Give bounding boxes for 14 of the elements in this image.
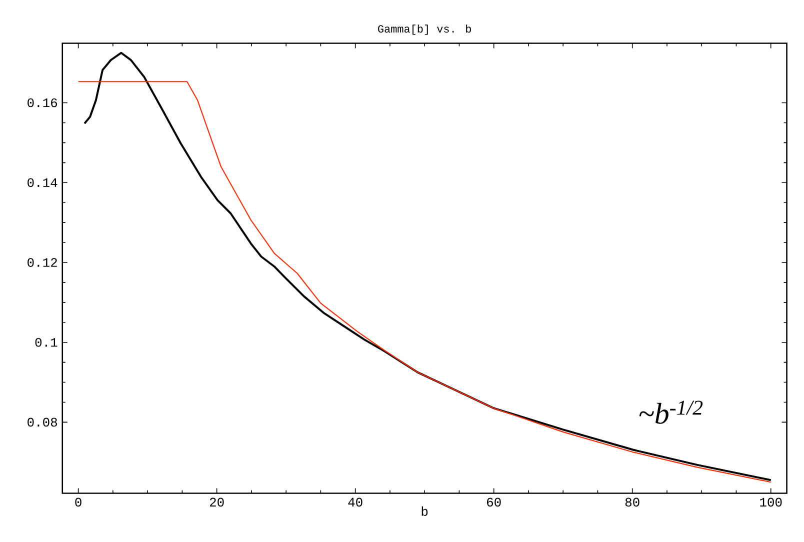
chart-title: Gamma[b] vs. b	[378, 24, 471, 35]
y-tick-label: 0.1	[35, 338, 58, 347]
x-tick-label: 80	[625, 498, 640, 507]
x-tick-label: 100	[760, 498, 782, 507]
x-axis-title: b	[422, 506, 428, 516]
y-tick-label: 0.12	[28, 258, 57, 267]
y-tick-label: 0.16	[28, 98, 58, 108]
x-tick-label: 0	[75, 498, 82, 507]
y-tick-label: 0.14	[28, 178, 58, 188]
x-tick-label: 60	[487, 498, 501, 507]
x-tick-label: 40	[348, 498, 362, 507]
x-tick-label: 20	[210, 498, 224, 507]
y-tick-label: 0.08	[28, 418, 58, 427]
annotation: ~b$^{-1/2}$	[639, 400, 703, 424]
